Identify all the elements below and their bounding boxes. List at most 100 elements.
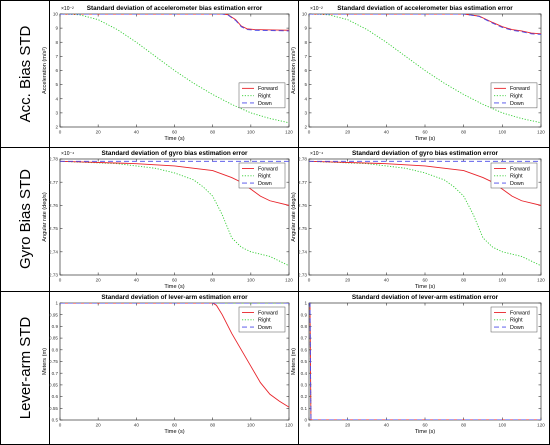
- y-tick-label: 0.8: [52, 347, 59, 352]
- y-tick-label: 2.75: [49, 226, 58, 231]
- y-tick-label: 0.95: [49, 312, 58, 317]
- y-tick-label: 0.6: [301, 347, 308, 352]
- y-tick-label: 1: [304, 301, 307, 306]
- y-tick-label: 0.4: [301, 371, 308, 376]
- x-tick-label: 40: [134, 423, 140, 428]
- x-tick-label: 40: [384, 278, 390, 283]
- y-tick-label: 2.77: [49, 180, 58, 185]
- legend-label: Down: [510, 101, 524, 107]
- axis-exponent: ×10⁻²: [310, 6, 323, 12]
- x-tick-label: 60: [172, 423, 178, 428]
- y-tick-label: 0.7: [301, 336, 308, 341]
- chart-title: Standard deviation of accelerometer bias…: [87, 5, 263, 12]
- x-tick-label: 0: [308, 423, 311, 428]
- legend-label: Forward: [258, 310, 278, 316]
- y-tick-label: 0.85: [49, 336, 58, 341]
- x-tick-label: 0: [59, 130, 62, 135]
- x-axis-label: Time (s): [415, 136, 435, 142]
- legend-label: Forward: [510, 166, 530, 172]
- y-axis-label: Acceleration (m/s²): [291, 47, 297, 94]
- y-tick-label: 1: [55, 301, 58, 306]
- axis-exponent: ×10⁻⁴: [61, 151, 74, 157]
- legend-label: Down: [258, 325, 272, 331]
- legend-label: Forward: [510, 310, 530, 316]
- legend-label: Forward: [258, 166, 278, 172]
- y-tick-label: 2.76: [49, 203, 58, 208]
- legend-box: [238, 82, 286, 109]
- y-axis-label: Meters (m): [291, 348, 297, 375]
- y-axis-label: Meters (m): [42, 348, 48, 375]
- x-tick-label: 20: [96, 130, 102, 135]
- x-tick-label: 60: [422, 278, 428, 283]
- x-tick-label: 40: [134, 130, 140, 135]
- x-axis-label: Time (s): [164, 136, 184, 142]
- row-label-lever: Lever-arm STD: [17, 317, 34, 420]
- x-tick-label: 120: [285, 130, 293, 135]
- series-line-down: [309, 14, 541, 35]
- y-tick-label: 9: [55, 26, 58, 31]
- x-tick-label: 100: [247, 278, 255, 283]
- legend-label: Right: [258, 93, 271, 99]
- legend-box: [490, 82, 538, 109]
- y-tick-label: 6: [304, 68, 307, 73]
- y-tick-label: 0.65: [49, 383, 58, 388]
- x-axis-label: Time (s): [415, 429, 435, 435]
- series-line-right: [309, 14, 541, 124]
- y-tick-label: 0.6: [52, 394, 59, 399]
- legend-label: Right: [510, 174, 523, 180]
- row-label-gyro: Gyro Bias STD: [17, 169, 34, 269]
- y-tick-label: 2.74: [298, 249, 307, 254]
- y-tick-label: 0.9: [301, 312, 308, 317]
- y-tick-label: 0: [304, 418, 307, 423]
- chart-title: Standard deviation of gyro bias estimati…: [102, 150, 248, 157]
- y-tick-label: 2: [55, 125, 58, 130]
- series-line-forward: [309, 14, 541, 35]
- chart-title: Standard deviation of lever-arm estimati…: [352, 294, 499, 301]
- x-tick-label: 80: [210, 423, 216, 428]
- y-tick-label: 0.7: [52, 371, 59, 376]
- axis-exponent: ×10⁻⁴: [310, 151, 323, 157]
- y-tick-label: 6: [55, 68, 58, 73]
- y-tick-label: 0.2: [301, 394, 308, 399]
- legend-label: Right: [510, 93, 523, 99]
- legend-box: [490, 162, 538, 189]
- y-tick-label: 0.1: [301, 406, 308, 411]
- x-axis-label: Time (s): [415, 284, 435, 290]
- x-tick-label: 40: [134, 278, 140, 283]
- x-tick-label: 100: [498, 423, 506, 428]
- x-tick-label: 60: [172, 278, 178, 283]
- row-label-acc: Acc. Bias STD: [17, 25, 34, 122]
- x-tick-label: 0: [308, 278, 311, 283]
- legend-label: Right: [510, 318, 523, 324]
- y-tick-label: 0.8: [301, 324, 308, 329]
- legend-label: Forward: [258, 86, 278, 92]
- x-tick-label: 20: [96, 278, 102, 283]
- legend-box: [238, 306, 286, 333]
- x-tick-label: 120: [285, 278, 293, 283]
- y-tick-label: 0.5: [52, 418, 59, 423]
- y-tick-label: 2.78: [49, 157, 58, 162]
- legend-label: Down: [258, 181, 272, 187]
- x-tick-label: 120: [285, 423, 293, 428]
- y-tick-label: 5: [304, 82, 307, 87]
- y-tick-label: 9: [304, 26, 307, 31]
- chart-panel-5: Standard deviation of lever-arm estimati…: [42, 294, 293, 435]
- x-tick-label: 60: [422, 130, 428, 135]
- x-axis-label: Time (s): [164, 284, 184, 290]
- y-tick-label: 8: [55, 40, 58, 45]
- chart-panel-1: Standard deviation of accelerometer bias…: [42, 5, 293, 142]
- y-tick-label: 7: [55, 54, 58, 59]
- y-tick-label: 2.78: [298, 157, 307, 162]
- series-line-forward: [60, 14, 289, 31]
- series-line-down: [309, 303, 541, 420]
- y-axis-label: Acceleration (m/s²): [42, 47, 48, 94]
- y-tick-label: 0.5: [301, 359, 308, 364]
- y-tick-label: 7: [304, 54, 307, 59]
- x-tick-label: 120: [537, 130, 545, 135]
- legend-label: Down: [258, 101, 272, 107]
- y-axis-label: Angular rate (deg/s): [291, 192, 297, 242]
- y-tick-label: 0.3: [301, 383, 308, 388]
